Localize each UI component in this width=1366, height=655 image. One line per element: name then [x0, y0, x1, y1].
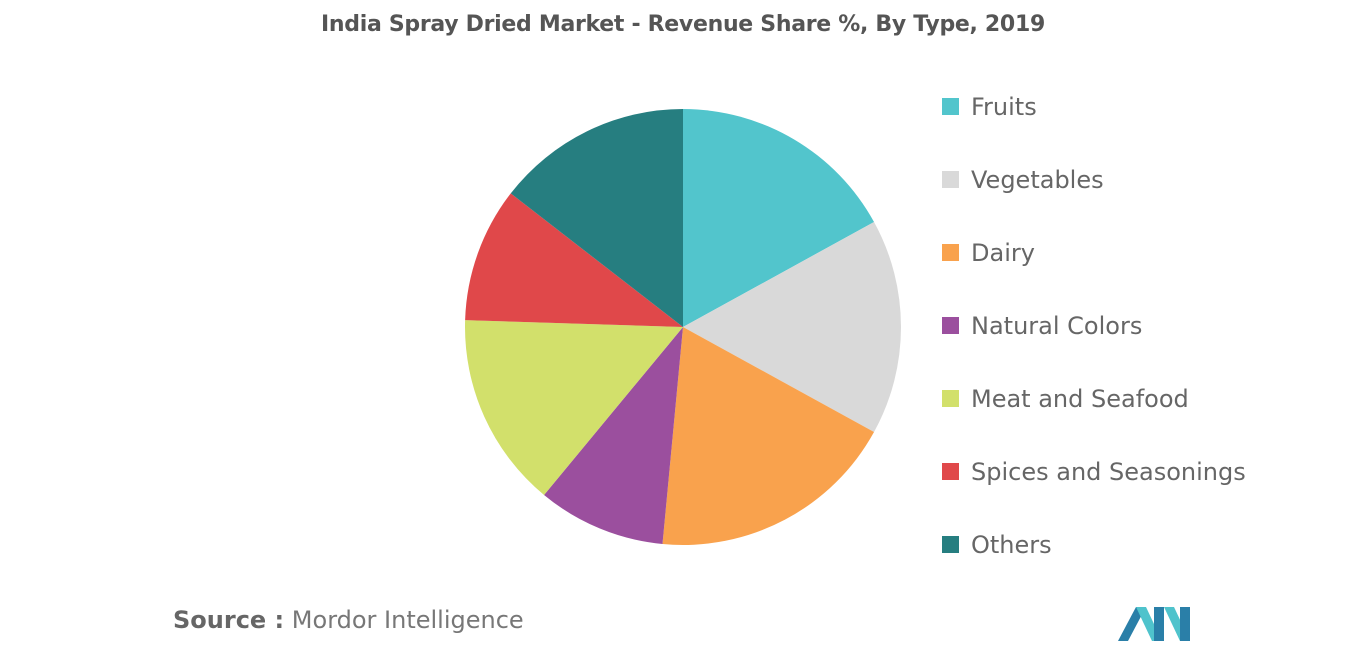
- chart-title: India Spray Dried Market - Revenue Share…: [321, 12, 1045, 37]
- pie-slice-vegetables: [683, 221, 901, 433]
- legend-item-natural-colors: Natural Colors: [942, 309, 1246, 382]
- legend-swatch: [942, 98, 959, 115]
- legend-item-others: Others: [942, 528, 1246, 601]
- legend-label: Spices and Seasonings: [971, 458, 1246, 486]
- legend-item-fruits: Fruits: [942, 90, 1246, 163]
- legend-label: Meat and Seafood: [971, 385, 1189, 413]
- legend-swatch: [942, 390, 959, 407]
- legend-label: Natural Colors: [971, 312, 1143, 340]
- legend-swatch: [942, 171, 959, 188]
- legend-label: Others: [971, 531, 1052, 559]
- pie-slice-fruits: [683, 109, 875, 327]
- legend-swatch: [942, 463, 959, 480]
- legend-swatch: [942, 536, 959, 553]
- legend-item-dairy: Dairy: [942, 236, 1246, 309]
- pie-slice-meat-and-seafood: [465, 320, 683, 495]
- legend-label: Vegetables: [971, 166, 1104, 194]
- source-text: Mordor Intelligence: [291, 606, 524, 634]
- pie-slice-dairy: [662, 327, 875, 545]
- pie-slice-spices-and-seasonings: [465, 193, 683, 327]
- pie-slice-natural-colors: [544, 327, 683, 545]
- pie-slice-others: [510, 109, 683, 327]
- mordor-intelligence-logo: [1118, 607, 1190, 641]
- logo-left-stroke: [1118, 607, 1146, 641]
- legend-item-vegetables: Vegetables: [942, 163, 1246, 236]
- logo-right-bar: [1180, 607, 1190, 641]
- legend-item-spices-and-seasonings: Spices and Seasonings: [942, 455, 1246, 528]
- source-prefix: Source :: [173, 606, 285, 634]
- legend-item-meat-and-seafood: Meat and Seafood: [942, 382, 1246, 455]
- legend: Fruits Vegetables Dairy Natural Colors Meat …: [942, 90, 1246, 601]
- legend-swatch: [942, 244, 959, 261]
- legend-swatch: [942, 317, 959, 334]
- source-note: Source : Mordor Intelligence: [173, 606, 524, 634]
- logo-right-stroke: [1154, 607, 1164, 641]
- legend-label: Dairy: [971, 239, 1035, 267]
- legend-label: Fruits: [971, 93, 1037, 121]
